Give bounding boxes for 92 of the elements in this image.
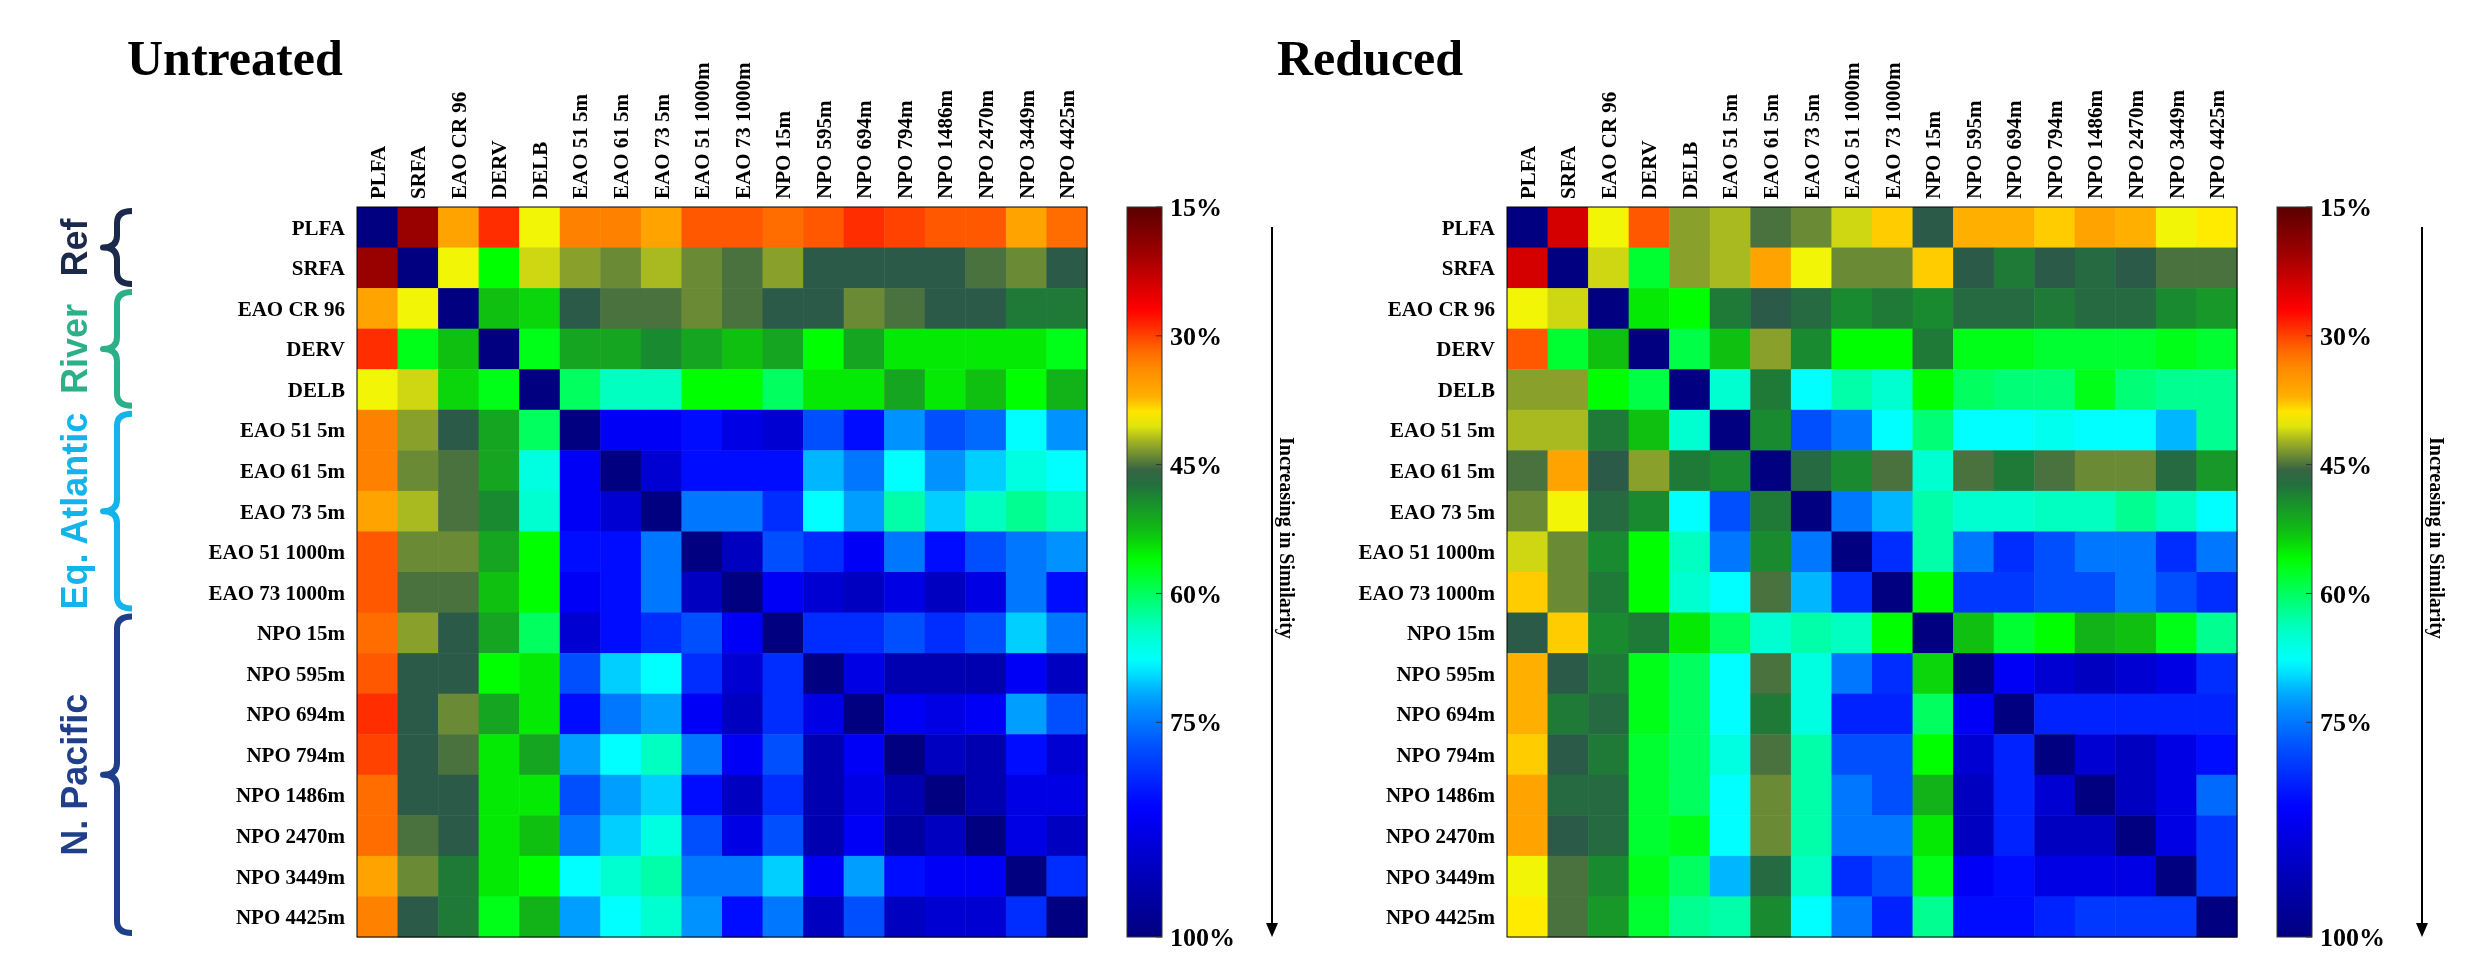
y-tick-label: NPO 2470m (1385, 823, 1496, 848)
y-tick-label: EAO 51 1000m (1358, 540, 1496, 565)
y-tick-label: NPO 595m (246, 661, 346, 686)
x-tick-label: EAO 73 5m (649, 93, 674, 199)
color-bar-label: 45% (1170, 450, 1222, 480)
color-bar-title: Increasing in Similarity (1275, 437, 1298, 639)
y-tick-label: EAO 51 5m (240, 418, 346, 443)
x-tick-label: PLFA (365, 144, 390, 199)
x-tick-label: NPO 2470m (973, 89, 998, 199)
y-tick-label: NPO 3449m (235, 864, 346, 889)
x-tick-label: NPO 3449m (2164, 89, 2189, 199)
y-tick-label: EAO 51 1000m (208, 540, 346, 565)
color-bar-label: 30% (1170, 321, 1222, 351)
y-tick-label: NPO 794m (246, 742, 346, 767)
y-tick-label: PLFA (291, 215, 346, 240)
color-bar-label: 60% (2320, 579, 2372, 609)
color-bar-label: 75% (2320, 708, 2372, 738)
y-tick-label: DELB (287, 377, 345, 402)
x-tick-label: DERV (487, 140, 512, 199)
x-tick-label: SRFA (1556, 144, 1581, 199)
x-tick-label: EAO 61 5m (1758, 93, 1783, 199)
x-tick-label: NPO 4425m (1055, 89, 1080, 199)
x-tick-label: NPO 15m (1921, 110, 1946, 199)
y-tick-label: NPO 3449m (1385, 864, 1496, 889)
x-tick-label: NPO 1486m (933, 89, 958, 199)
x-tick-label: EAO 73 1000m (730, 61, 755, 199)
y-tick-label: NPO 694m (1396, 702, 1496, 727)
y-tick-label: NPO 15m (256, 621, 346, 646)
x-tick-label: EAO 51 1000m (690, 61, 715, 199)
y-tick-label: EAO CR 96 (237, 296, 345, 321)
y-tick-label: EAO 61 5m (1390, 458, 1496, 483)
y-tick-label: EAO 61 5m (240, 458, 346, 483)
x-tick-label: NPO 15m (771, 110, 796, 199)
color-bar-label: 45% (2320, 450, 2372, 480)
y-tick-label: EAO 51 5m (1390, 418, 1496, 443)
y-tick-label: EAO CR 96 (1387, 296, 1495, 321)
y-tick-label: DELB (1437, 377, 1495, 402)
chart-title: Untreated (127, 30, 343, 86)
x-tick-label: DELB (1677, 141, 1702, 199)
x-tick-label: NPO 694m (2002, 99, 2027, 199)
y-tick-label: EAO 73 1000m (1358, 580, 1496, 605)
x-tick-label: EAO 73 1000m (1880, 61, 1905, 199)
x-tick-label: PLFA (1515, 144, 1540, 199)
y-tick-label: PLFA (1441, 215, 1496, 240)
x-tick-label: NPO 694m (852, 99, 877, 199)
y-tick-label: EAO 73 5m (1390, 499, 1496, 524)
x-tick-label: EAO 61 5m (608, 93, 633, 199)
color-bar-label: 100% (1170, 923, 1235, 953)
y-tick-label: NPO 4425m (235, 905, 346, 930)
y-tick-label: SRFA (291, 256, 346, 281)
color-bar-label: 15% (1170, 193, 1222, 223)
x-tick-label: EAO 51 1000m (1840, 61, 1865, 199)
y-tick-label: EAO 73 5m (240, 499, 346, 524)
x-tick-label: NPO 595m (1961, 99, 1986, 199)
x-tick-label: NPO 4425m (2205, 89, 2230, 199)
x-tick-label: NPO 794m (892, 99, 917, 199)
x-tick-label: EAO 73 5m (1799, 93, 1824, 199)
x-tick-label: EAO 51 5m (1718, 93, 1743, 199)
color-bar-label: 30% (2320, 321, 2372, 351)
y-tick-label: NPO 15m (1406, 621, 1496, 646)
x-tick-label: EAO 51 5m (568, 93, 593, 199)
color-bar-title: Increasing in Similarity (2425, 437, 2448, 639)
text: N. Pacific (54, 693, 95, 856)
y-tick-label: NPO 794m (1396, 742, 1496, 767)
y-tick-label: DERV (1436, 337, 1495, 362)
color-bar-label: 60% (1170, 579, 1222, 609)
y-tick-label: NPO 595m (1396, 661, 1496, 686)
y-tick-label: SRFA (1441, 256, 1496, 281)
chart-title: Reduced (1277, 30, 1464, 86)
y-tick-label: NPO 694m (246, 702, 346, 727)
x-tick-label: NPO 3449m (1014, 89, 1039, 199)
y-tick-label: NPO 2470m (235, 823, 346, 848)
text: Ref (54, 217, 95, 277)
x-tick-label: NPO 1486m (2083, 89, 2108, 199)
x-tick-label: EAO CR 96 (446, 91, 471, 199)
x-tick-label: NPO 794m (2042, 99, 2067, 199)
y-tick-label: DERV (286, 337, 345, 362)
y-tick-label: NPO 4425m (1385, 905, 1496, 930)
x-tick-label: NPO 595m (811, 99, 836, 199)
y-tick-label: NPO 1486m (1385, 783, 1496, 808)
x-tick-label: SRFA (406, 144, 431, 199)
text: River (54, 303, 95, 394)
color-bar-label: 75% (1170, 708, 1222, 738)
x-tick-label: DELB (527, 141, 552, 199)
y-tick-label: NPO 1486m (235, 783, 346, 808)
color-bar-label: 15% (2320, 193, 2372, 223)
x-tick-label: NPO 2470m (2123, 89, 2148, 199)
text: Eq. Atlantic (54, 412, 95, 610)
y-tick-label: EAO 73 1000m (208, 580, 346, 605)
x-tick-label: DERV (1637, 140, 1662, 199)
x-tick-label: EAO CR 96 (1596, 91, 1621, 199)
color-bar-label: 100% (2320, 923, 2385, 953)
